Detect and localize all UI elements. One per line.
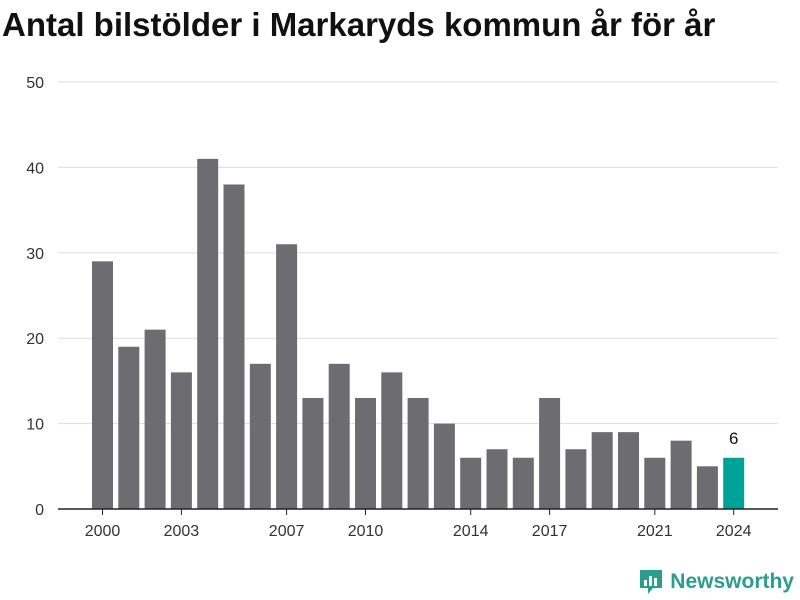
y-tick-label: 50 [26, 75, 44, 92]
x-tick-label: 2007 [269, 523, 305, 540]
bar [170, 372, 192, 509]
bar [92, 261, 113, 509]
x-tick-label: 2021 [637, 523, 673, 540]
bar [618, 432, 639, 509]
y-axis-ticks: 0 10 20 30 40 50 [26, 75, 44, 519]
bar [355, 397, 376, 509]
bar [696, 466, 718, 509]
bar [223, 184, 245, 510]
bars [92, 158, 745, 510]
bar [249, 363, 271, 509]
y-tick-label: 20 [26, 331, 44, 348]
gridlines [58, 81, 778, 425]
y-tick-label: 0 [35, 502, 44, 519]
bar [197, 158, 219, 510]
bar [565, 449, 587, 509]
bar [118, 346, 140, 509]
y-tick-label: 40 [26, 160, 44, 177]
bar [670, 440, 692, 509]
x-tick-label: 2010 [348, 523, 384, 540]
brand-logo: Newsworthy [638, 568, 794, 596]
bar [302, 397, 324, 509]
bar [144, 329, 166, 509]
bar [407, 397, 429, 509]
bar [591, 432, 613, 509]
bar [328, 363, 350, 509]
brand-name: Newsworthy [670, 570, 794, 593]
x-tick-label: 2017 [532, 523, 568, 540]
bar [433, 423, 455, 509]
bar-highlighted [723, 457, 745, 509]
x-tick-label: 2000 [85, 523, 121, 540]
chart-title: Antal bilstölder i Markaryds kommun år f… [2, 6, 716, 43]
bar [539, 397, 561, 509]
newsworthy-logo-icon [640, 570, 663, 594]
y-tick-label: 30 [26, 246, 44, 263]
x-tick-label: 2003 [164, 523, 200, 540]
x-tick-label: 2014 [453, 523, 489, 540]
bar [460, 457, 482, 509]
bar [381, 372, 403, 509]
bar [644, 457, 666, 509]
data-labels: 6 [729, 429, 738, 448]
x-axis-ticks: 2000 2003 2007 2010 2014 2017 2021 2024 [85, 509, 752, 540]
bar [486, 449, 508, 509]
data-label: 6 [729, 429, 738, 448]
bar [276, 244, 298, 509]
x-tick-label: 2024 [716, 523, 752, 540]
bar [512, 457, 534, 509]
y-tick-label: 10 [26, 417, 44, 434]
